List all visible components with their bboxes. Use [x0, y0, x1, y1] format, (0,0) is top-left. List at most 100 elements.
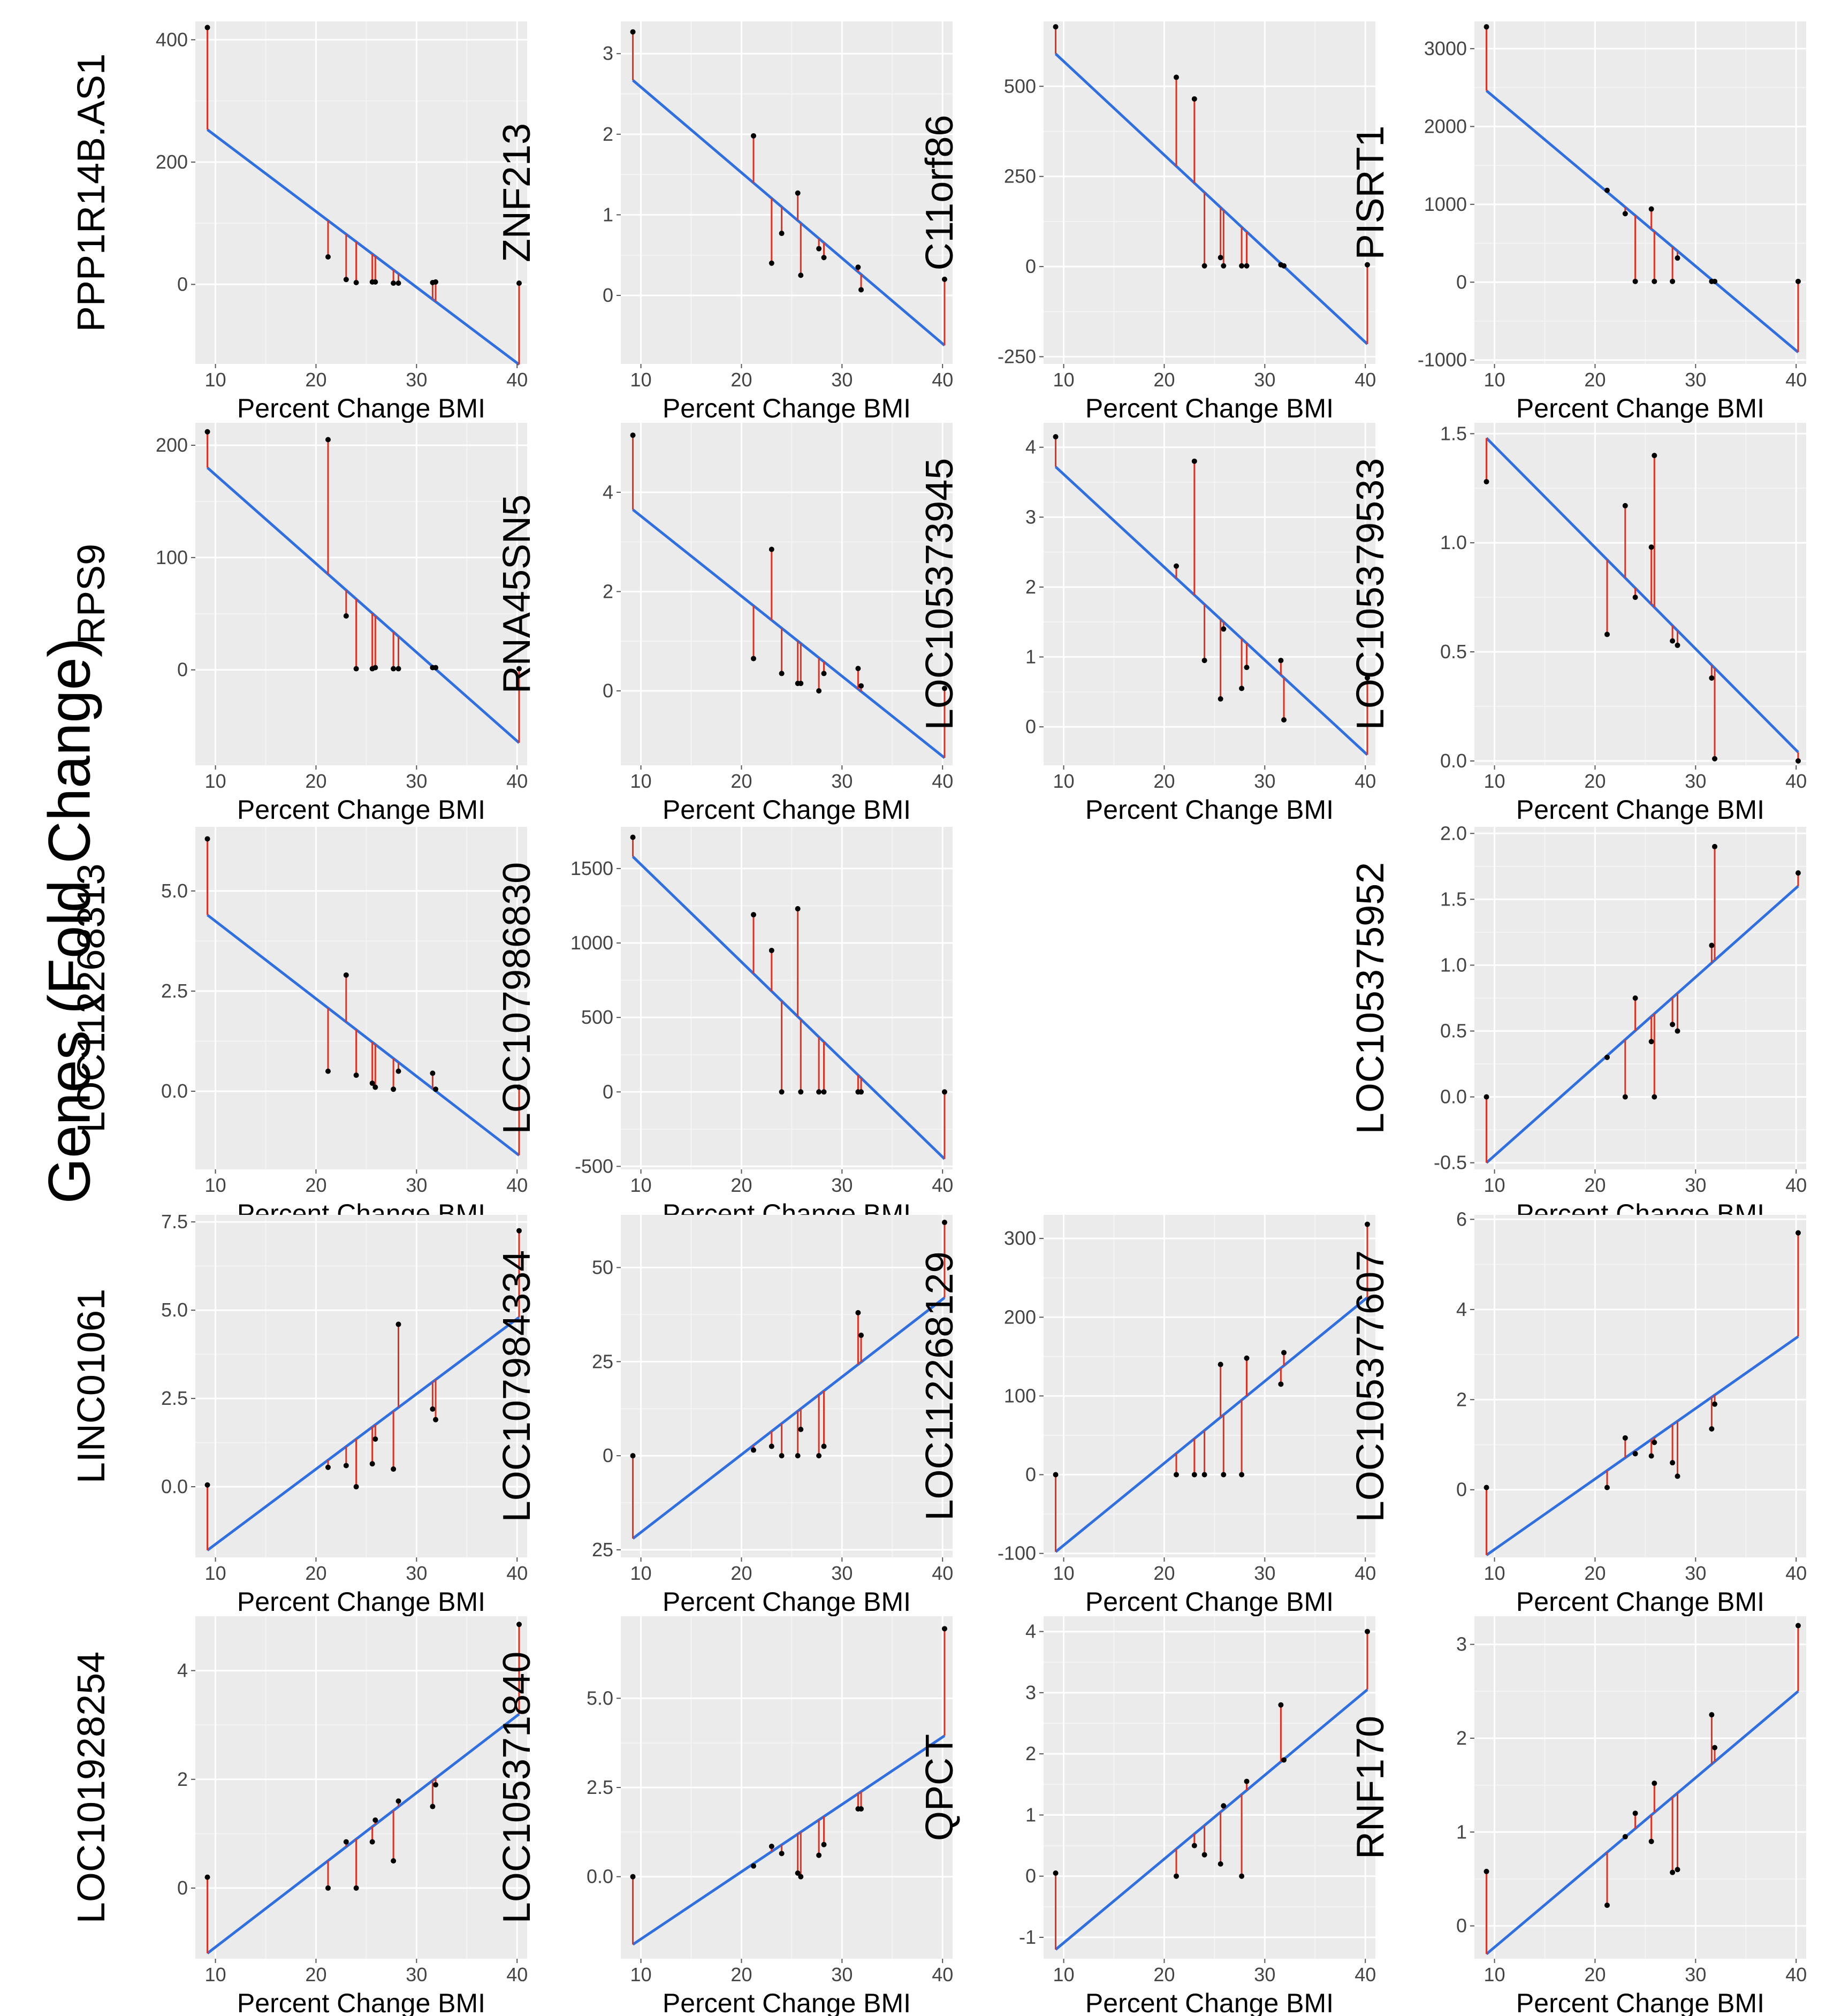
data-point: [630, 1874, 636, 1880]
panel-background: [1474, 1616, 1806, 1959]
y-tick-label: 4: [177, 1660, 188, 1682]
y-tick-label: 25: [592, 1539, 613, 1561]
x-tick-label: 30: [1685, 1562, 1706, 1584]
data-point: [325, 254, 331, 260]
x-tick-label: 40: [506, 1964, 528, 1985]
data-point: [1244, 1355, 1250, 1361]
data-point: [1795, 278, 1801, 284]
x-tick-label: 10: [1484, 1562, 1505, 1584]
data-point: [795, 1453, 801, 1459]
x-tick-label: 30: [1685, 770, 1706, 792]
data-point: [798, 1089, 804, 1095]
data-point: [751, 912, 756, 918]
y-tick-label: 1.0: [1440, 531, 1467, 553]
panel-loc105371840: 10 20 30 40 0.0 2.5 5.0 Percent Change BMI LOC10…: [496, 1616, 953, 2016]
fit-line: [207, 128, 520, 366]
y-tick-label: 2: [177, 1768, 188, 1790]
data-point: [1648, 544, 1654, 550]
data-point: [516, 1228, 522, 1234]
y-tick-label: -250: [998, 346, 1036, 368]
x-axis-label: Percent Change BMI: [663, 393, 911, 423]
x-tick-label: 30: [1685, 1174, 1706, 1196]
data-point: [372, 1817, 378, 1823]
y-tick-label: 2: [1456, 1727, 1467, 1749]
data-point: [1622, 1094, 1628, 1100]
x-tick-label: 40: [932, 1964, 953, 1985]
plot-area: 10 20 30 40 0 1 2 3 4 Percent Change BMI LOC105373…: [918, 423, 1376, 825]
data-point: [1053, 24, 1059, 30]
fit-line: [1054, 1296, 1368, 1553]
y-tick-label: 25: [592, 1350, 613, 1372]
data-point: [1795, 870, 1801, 876]
data-point: [1483, 24, 1489, 30]
data-point: [204, 1874, 210, 1880]
fit-line: [1485, 1690, 1799, 1956]
data-point: [858, 1333, 864, 1338]
y-tick-label: 0.5: [1440, 641, 1467, 663]
y-axis-label-gene: LOC105379533: [1349, 458, 1392, 730]
x-tick-label: 10: [630, 1964, 652, 1985]
x-tick-label: 40: [932, 770, 953, 792]
y-tick-label: 2.0: [1440, 822, 1467, 844]
data-point: [1604, 1903, 1610, 1908]
data-point: [1191, 458, 1197, 464]
plot-area: 10 20 30 40 -1000 0 1000 2000 3000 Percent Change…: [1349, 21, 1807, 423]
data-point: [1201, 1472, 1207, 1478]
data-point: [1244, 263, 1250, 269]
data-point: [204, 836, 210, 842]
y-axis-label-gene: LOC105373945: [918, 458, 961, 730]
data-point: [1648, 206, 1654, 212]
data-point: [798, 272, 804, 278]
data-point: [1795, 758, 1801, 764]
plot-area: 10 20 30 40 0.0 2.5 5.0 7.5 Percent Change BMI LI…: [70, 1211, 528, 1617]
fit-line: [206, 467, 520, 744]
data-point: [1483, 1094, 1489, 1100]
fit-line: [207, 1316, 520, 1551]
y-tick-label: 4: [1025, 436, 1036, 458]
x-tick-label: 30: [1254, 369, 1275, 391]
y-tick-label: 7.5: [161, 1211, 188, 1233]
data-point: [353, 280, 359, 285]
data-point: [779, 1851, 785, 1857]
data-point: [821, 1443, 827, 1449]
data-point: [433, 1782, 439, 1787]
x-axis-label: Percent Change BMI: [1516, 393, 1764, 423]
y-tick-label: 5.0: [161, 1299, 188, 1321]
panel-background: [195, 21, 527, 364]
panel-loc105373945: 10 20 30 40 0 1 2 3 4 Percent Change BMI LOC105373…: [918, 423, 1376, 825]
data-point: [391, 666, 397, 672]
y-axis-label-gene: LOC112268129: [918, 1251, 961, 1520]
x-tick-label: 10: [1053, 369, 1075, 391]
data-point: [779, 1089, 785, 1095]
data-point: [325, 1885, 331, 1891]
data-point: [369, 1461, 375, 1467]
data-point: [1709, 1426, 1715, 1432]
x-axis-label: Percent Change BMI: [237, 393, 485, 423]
y-axis-label-gene: LOC105371840: [496, 1652, 538, 1923]
y-tick-label: 200: [1004, 1306, 1036, 1328]
data-point: [1218, 1861, 1223, 1867]
y-tick-label: 0: [177, 273, 188, 295]
y-tick-label: 0.5: [1440, 1020, 1467, 1042]
y-axis-label-gene: PPP1R14B.AS1: [70, 54, 113, 332]
data-point: [1670, 638, 1676, 644]
data-point: [1053, 1472, 1059, 1478]
y-tick-label: 1000: [1424, 193, 1467, 215]
x-tick-label: 20: [305, 1964, 326, 1985]
x-tick-label: 40: [1785, 1174, 1807, 1196]
y-tick-label: 200: [156, 151, 188, 173]
plot-area: 10 20 30 40 -1 0 1 2 3 4 Percent Change BMI QPCT: [918, 1616, 1376, 2016]
y-axis-label-gene: LOC101928254: [70, 1652, 113, 1923]
data-point: [1675, 1028, 1680, 1034]
data-point: [1712, 278, 1718, 284]
x-tick-label: 20: [305, 1562, 326, 1584]
x-tick-label: 30: [406, 1562, 427, 1584]
panel-background: [621, 423, 953, 765]
data-point: [630, 432, 636, 438]
x-axis-label: Percent Change BMI: [663, 1587, 911, 1617]
y-tick-label: 4: [1025, 1621, 1036, 1642]
x-tick-label: 20: [1584, 369, 1606, 391]
data-point: [1053, 1870, 1059, 1876]
